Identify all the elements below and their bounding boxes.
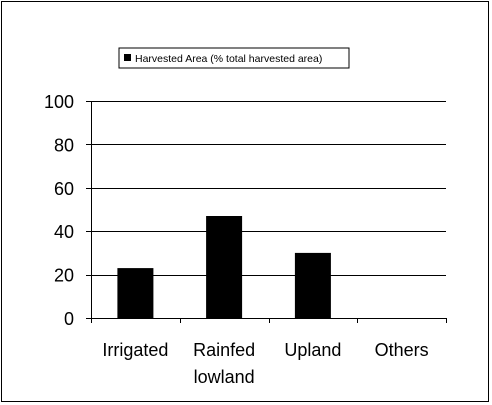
x-category-label-line: Others [375,340,429,360]
bar-upland [294,252,331,318]
legend-swatch [124,54,131,61]
y-tick-label-0: 0 [64,309,74,329]
axes [86,101,447,323]
y-tick-label-80: 80 [54,135,74,155]
y-tick-label-40: 40 [54,222,74,242]
bar-rainfed-lowland [206,216,243,318]
x-category-label-2: Upland [284,340,341,360]
bars [117,216,331,318]
x-category-label-0: Irrigated [102,340,168,360]
y-tick-label-60: 60 [54,179,74,199]
legend-label: Harvested Area (% total harvested area) [135,53,322,65]
gridlines [91,101,446,276]
bar-irrigated [117,268,154,318]
legend: Harvested Area (% total harvested area) [118,47,350,69]
x-category-label-1: Rainfed lowland [193,340,255,387]
x-category-label-line: lowland [194,367,255,387]
x-category-labels: Irrigated Rainfed lowland Upland Others [102,340,428,387]
y-tick-label-20: 20 [54,266,74,286]
x-category-label-line: Rainfed [193,340,255,360]
legend-box [118,47,350,69]
y-tick-label-100: 100 [44,92,74,112]
x-category-label-line: Upland [284,340,341,360]
y-tick-labels: 0 20 40 60 80 100 [44,92,74,329]
x-category-label-3: Others [375,340,429,360]
x-category-label-line: Irrigated [102,340,168,360]
